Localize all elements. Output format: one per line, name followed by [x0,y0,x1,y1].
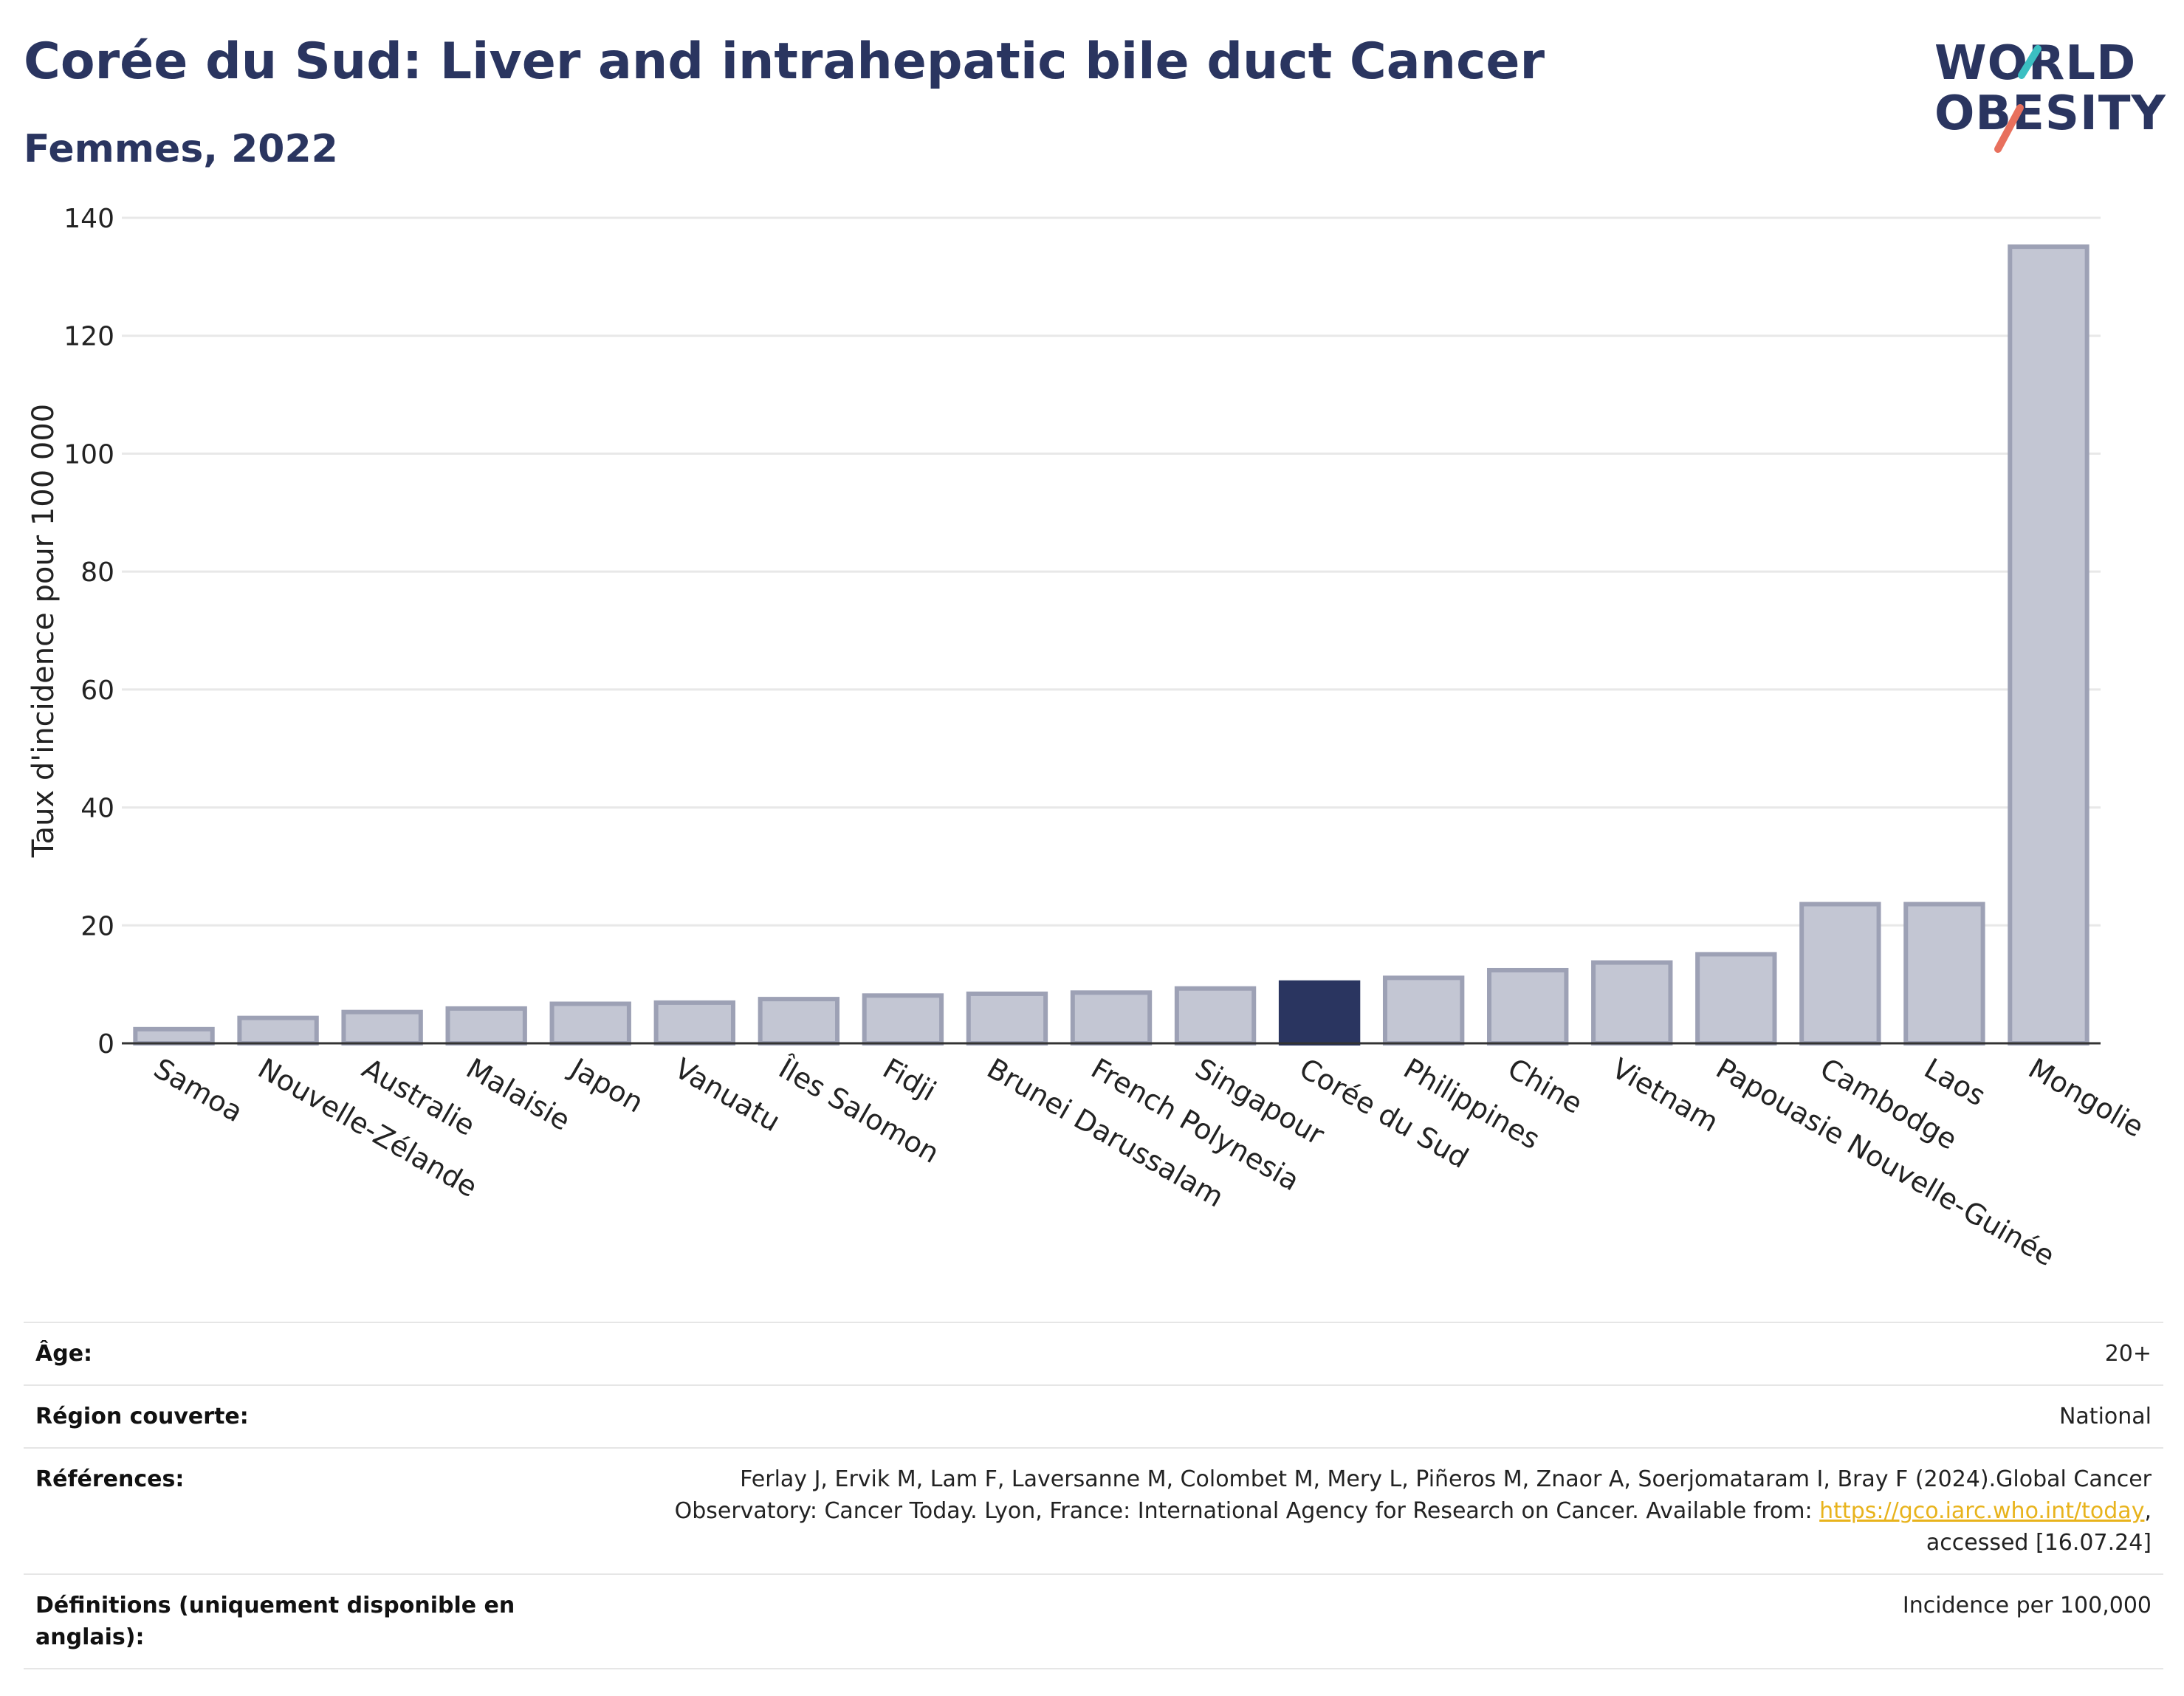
y-tick-label: 60 [80,676,114,706]
meta-row-age: Âge: 20+ [24,1322,2163,1384]
meta-row-definitions: Définitions (uniquement disponible en an… [24,1573,2163,1669]
bar [237,1015,319,1046]
page-title: Corée du Sud: Liver and intrahepatic bil… [24,32,1545,91]
meta-definitions-label: Définitions (uniquement disponible en an… [35,1593,515,1650]
logo-text-obesity: OBESITY [1934,86,2166,141]
y-tick-label: 120 [63,322,114,352]
y-tick-label: 140 [63,204,114,234]
y-tick-label: 40 [80,794,114,824]
bar [758,997,840,1046]
meta-definitions-value: Incidence per 100,000 [1902,1593,2152,1618]
bar [966,991,1048,1046]
references-tail: , accessed [16.07.24] [1926,1498,2152,1556]
y-tick-label: 0 [97,1029,114,1060]
y-axis-title: Taux d'incidence pour 100 000 [27,404,61,858]
meta-references-value: Ferlay J, Ervik M, Lam F, Laversanne M, … [638,1463,2152,1559]
references-link[interactable]: https://gco.iarc.who.int/today [1819,1498,2145,1524]
bar [1278,980,1361,1046]
bar [653,1000,735,1046]
bar [1070,990,1153,1046]
bar [549,1001,631,1046]
references-text: Ferlay J, Ervik M, Lam F, Laversanne M, … [674,1466,2152,1524]
x-tick-label: Vietnam [1607,1052,1724,1139]
x-tick-label: Mongolie [2023,1052,2149,1144]
meta-row-region: Région couverte: National [24,1384,2163,1447]
x-tick-label: Malaisie [461,1052,576,1137]
x-tick-label: Samoa [148,1052,248,1129]
bar [445,1006,527,1046]
logo-slash-icon [1994,45,2042,153]
x-tick-label: Laos [1919,1052,1991,1113]
meta-references-label: Références: [35,1466,185,1492]
bar [2008,244,2089,1046]
y-tick-label: 20 [80,911,114,941]
bar [1487,967,1569,1046]
bar [1174,986,1257,1046]
meta-age-label: Âge: [35,1341,93,1367]
bar [341,1009,423,1046]
bar [1695,952,1777,1046]
world-obesity-logo: WORLD OBESITY [1927,22,2171,155]
bar [1799,902,1881,1046]
meta-row-references: Références: Ferlay J, Ervik M, Lam F, La… [24,1447,2163,1573]
metadata-table: Âge: 20+ Région couverte: National Référ… [24,1322,2163,1669]
bar [1903,902,1985,1046]
page-subtitle: Femmes, 2022 [24,127,338,171]
bar-chart: 0 20 40 60 80 100 120 140 Taux d'incidence pour … [27,204,2149,1272]
y-tick-label: 100 [63,439,114,470]
bar [1382,975,1465,1046]
x-tick-label: Vanuatu [669,1052,786,1138]
meta-age-value: 20+ [2104,1341,2152,1367]
x-tick-label: Fidji [877,1052,941,1108]
bar [862,993,944,1046]
x-tick-label: Japon [564,1051,649,1119]
bar [1591,960,1673,1046]
meta-region-label: Région couverte: [35,1404,249,1429]
bar [133,1026,215,1046]
y-tick-label: 80 [80,557,114,588]
meta-region-value: National [2058,1404,2152,1429]
